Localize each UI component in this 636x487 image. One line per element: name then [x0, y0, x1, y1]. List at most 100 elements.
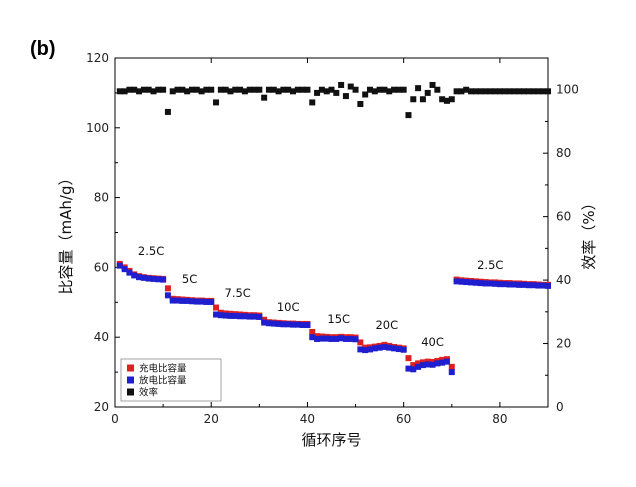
- data-point: [443, 97, 450, 104]
- data-point: [333, 335, 340, 342]
- data-point: [386, 88, 393, 95]
- data-point: [352, 336, 359, 343]
- data-point: [160, 276, 167, 283]
- panel-label: (b): [30, 38, 56, 60]
- data-point: [347, 83, 354, 90]
- data-point: [482, 88, 489, 95]
- data-point: [347, 335, 354, 342]
- data-point: [140, 86, 147, 93]
- x-tick-label: 80: [492, 412, 507, 426]
- rate-labels: 2.5C 5C 7.5C 10C 15C 20C 40C 2.5C: [138, 244, 504, 349]
- data-point: [164, 108, 171, 115]
- data-point: [496, 281, 503, 288]
- data-point: [222, 312, 229, 319]
- data-point: [516, 281, 523, 288]
- x-axis-title: 循环序号: [301, 431, 361, 449]
- data-point: [540, 88, 547, 95]
- data-point: [463, 279, 470, 286]
- data-point: [126, 269, 133, 276]
- data-point: [545, 88, 551, 95]
- data-point: [386, 344, 393, 351]
- y-axis-right-title: 效率（%）: [580, 195, 598, 269]
- data-point: [487, 88, 494, 95]
- data-point: [217, 312, 224, 319]
- legend-marker: [127, 388, 134, 396]
- data-point: [323, 335, 330, 342]
- data-point: [275, 88, 282, 95]
- data-point: [429, 81, 436, 88]
- data-point: [516, 88, 523, 95]
- data-point: [410, 362, 417, 369]
- y-right-tick-label: 60: [556, 210, 571, 224]
- data-point: [136, 274, 143, 281]
- y-right-tick-label: 20: [556, 337, 571, 351]
- data-point: [381, 86, 388, 93]
- data-point: [131, 86, 138, 93]
- data-point: [530, 88, 537, 95]
- rate-label: 5C: [182, 272, 197, 286]
- data-point: [270, 86, 277, 93]
- data-point: [241, 313, 248, 320]
- data-point: [376, 86, 383, 93]
- data-point: [290, 88, 297, 95]
- data-point: [520, 88, 527, 95]
- rate-label: 10C: [277, 300, 300, 314]
- data-point: [203, 298, 210, 305]
- data-point: [506, 281, 513, 288]
- data-point: [198, 88, 205, 95]
- data-point: [501, 281, 508, 288]
- data-point: [424, 89, 431, 96]
- data-point: [227, 312, 234, 319]
- data-point: [525, 282, 532, 289]
- data-point: [261, 94, 268, 101]
- data-point: [395, 86, 402, 93]
- rate-label: 7.5C: [225, 286, 251, 300]
- y-right-tick-label: 40: [556, 273, 571, 287]
- data-point: [434, 86, 441, 93]
- data-point: [405, 355, 412, 362]
- y-left-tick-label: 100: [86, 121, 109, 135]
- data-point: [150, 88, 157, 95]
- data-point: [314, 89, 321, 96]
- data-point: [294, 86, 301, 93]
- data-point: [328, 335, 335, 342]
- plot-frame: [114, 57, 549, 408]
- data-point: [188, 298, 195, 305]
- y-axis-left-title: 比容量（mAh/g）: [57, 171, 75, 295]
- data-point: [174, 86, 181, 93]
- data-point: [217, 86, 224, 93]
- data-point: [338, 81, 345, 88]
- data-point: [280, 86, 287, 93]
- data-point: [309, 328, 316, 335]
- data-point: [285, 86, 292, 93]
- data-point: [338, 335, 345, 342]
- data-point: [506, 88, 513, 95]
- x-tick-label: 20: [204, 412, 219, 426]
- data-point: [304, 86, 311, 93]
- data-point: [270, 320, 277, 327]
- legend-label: 充电比容量: [139, 363, 187, 375]
- data-point: [179, 86, 186, 93]
- data-point: [222, 86, 229, 93]
- data-point: [366, 86, 373, 93]
- rate-label: 2.5C: [477, 258, 503, 272]
- y-left-tick-label: 120: [86, 51, 109, 65]
- data-point: [357, 101, 364, 108]
- data-point: [246, 86, 253, 93]
- data-point: [304, 321, 311, 328]
- x-tick-label: 0: [111, 412, 119, 426]
- data-point: [357, 339, 364, 346]
- x-tick-label: 40: [300, 412, 315, 426]
- data-point: [318, 335, 325, 342]
- data-point: [164, 285, 171, 292]
- data-point: [261, 319, 268, 326]
- data-point: [265, 320, 272, 327]
- data-point: [540, 282, 547, 289]
- data-point: [251, 313, 258, 320]
- data-point: [275, 320, 282, 327]
- data-point: [362, 91, 369, 98]
- data-point: [415, 363, 422, 370]
- data-point: [290, 321, 297, 328]
- data-point: [415, 360, 422, 367]
- data-point: [184, 88, 191, 95]
